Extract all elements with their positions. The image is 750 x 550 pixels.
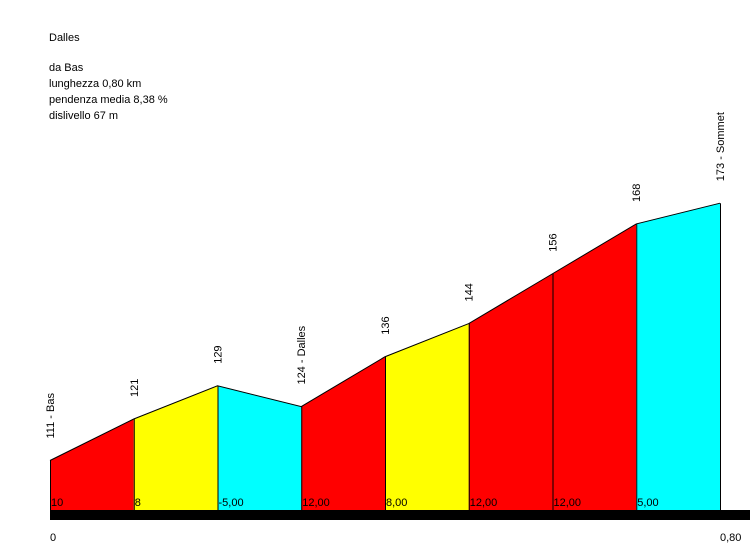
elevation-label: 156 bbox=[548, 233, 560, 251]
profile-segment bbox=[301, 356, 385, 510]
profile-segment bbox=[385, 323, 469, 510]
x-tick-label: 0,80 bbox=[720, 532, 741, 544]
profile-segment bbox=[636, 203, 720, 510]
gradient-label: 12,00 bbox=[554, 497, 582, 509]
distance-axis-bar bbox=[50, 510, 750, 520]
length-text: lunghezza 0,80 km bbox=[49, 78, 142, 90]
gradient-label: 10 bbox=[51, 497, 63, 509]
x-tick-label: 0 bbox=[50, 532, 56, 544]
elevation-label: 129 bbox=[213, 345, 225, 363]
profile-title: Dalles bbox=[49, 32, 80, 44]
gradient-label: 8,00 bbox=[386, 497, 407, 509]
start-point: da Bas bbox=[49, 62, 84, 74]
average-gradient-text: pendenza media 8,38 % bbox=[49, 94, 168, 106]
profile-segment bbox=[217, 385, 302, 510]
profile-segment bbox=[50, 419, 134, 510]
elevation-label: 136 bbox=[380, 316, 392, 334]
profile-segment bbox=[133, 385, 218, 510]
profile-segment bbox=[552, 223, 637, 510]
elevation-label: 121 bbox=[129, 379, 141, 397]
profile-info: Dalles da Bas lunghezza 0,80 km pendenza… bbox=[49, 30, 168, 124]
profile-segment bbox=[468, 273, 553, 510]
gradient-label: 12,00 bbox=[470, 497, 498, 509]
elevation-label: 173 - Sommet bbox=[715, 112, 727, 181]
elevation-label: 144 bbox=[464, 283, 476, 301]
gradient-label: 12,00 bbox=[302, 497, 330, 509]
gradient-label: 8 bbox=[135, 497, 141, 509]
gradient-label: 5,00 bbox=[637, 497, 658, 509]
gradient-label: -5,00 bbox=[219, 497, 244, 509]
elevation-gain-text: dislivello 67 m bbox=[49, 110, 119, 122]
elevation-label: 111 - Bas bbox=[45, 393, 57, 439]
elevation-label: 124 - Dalles bbox=[296, 325, 308, 384]
elevation-label: 168 bbox=[631, 184, 643, 202]
